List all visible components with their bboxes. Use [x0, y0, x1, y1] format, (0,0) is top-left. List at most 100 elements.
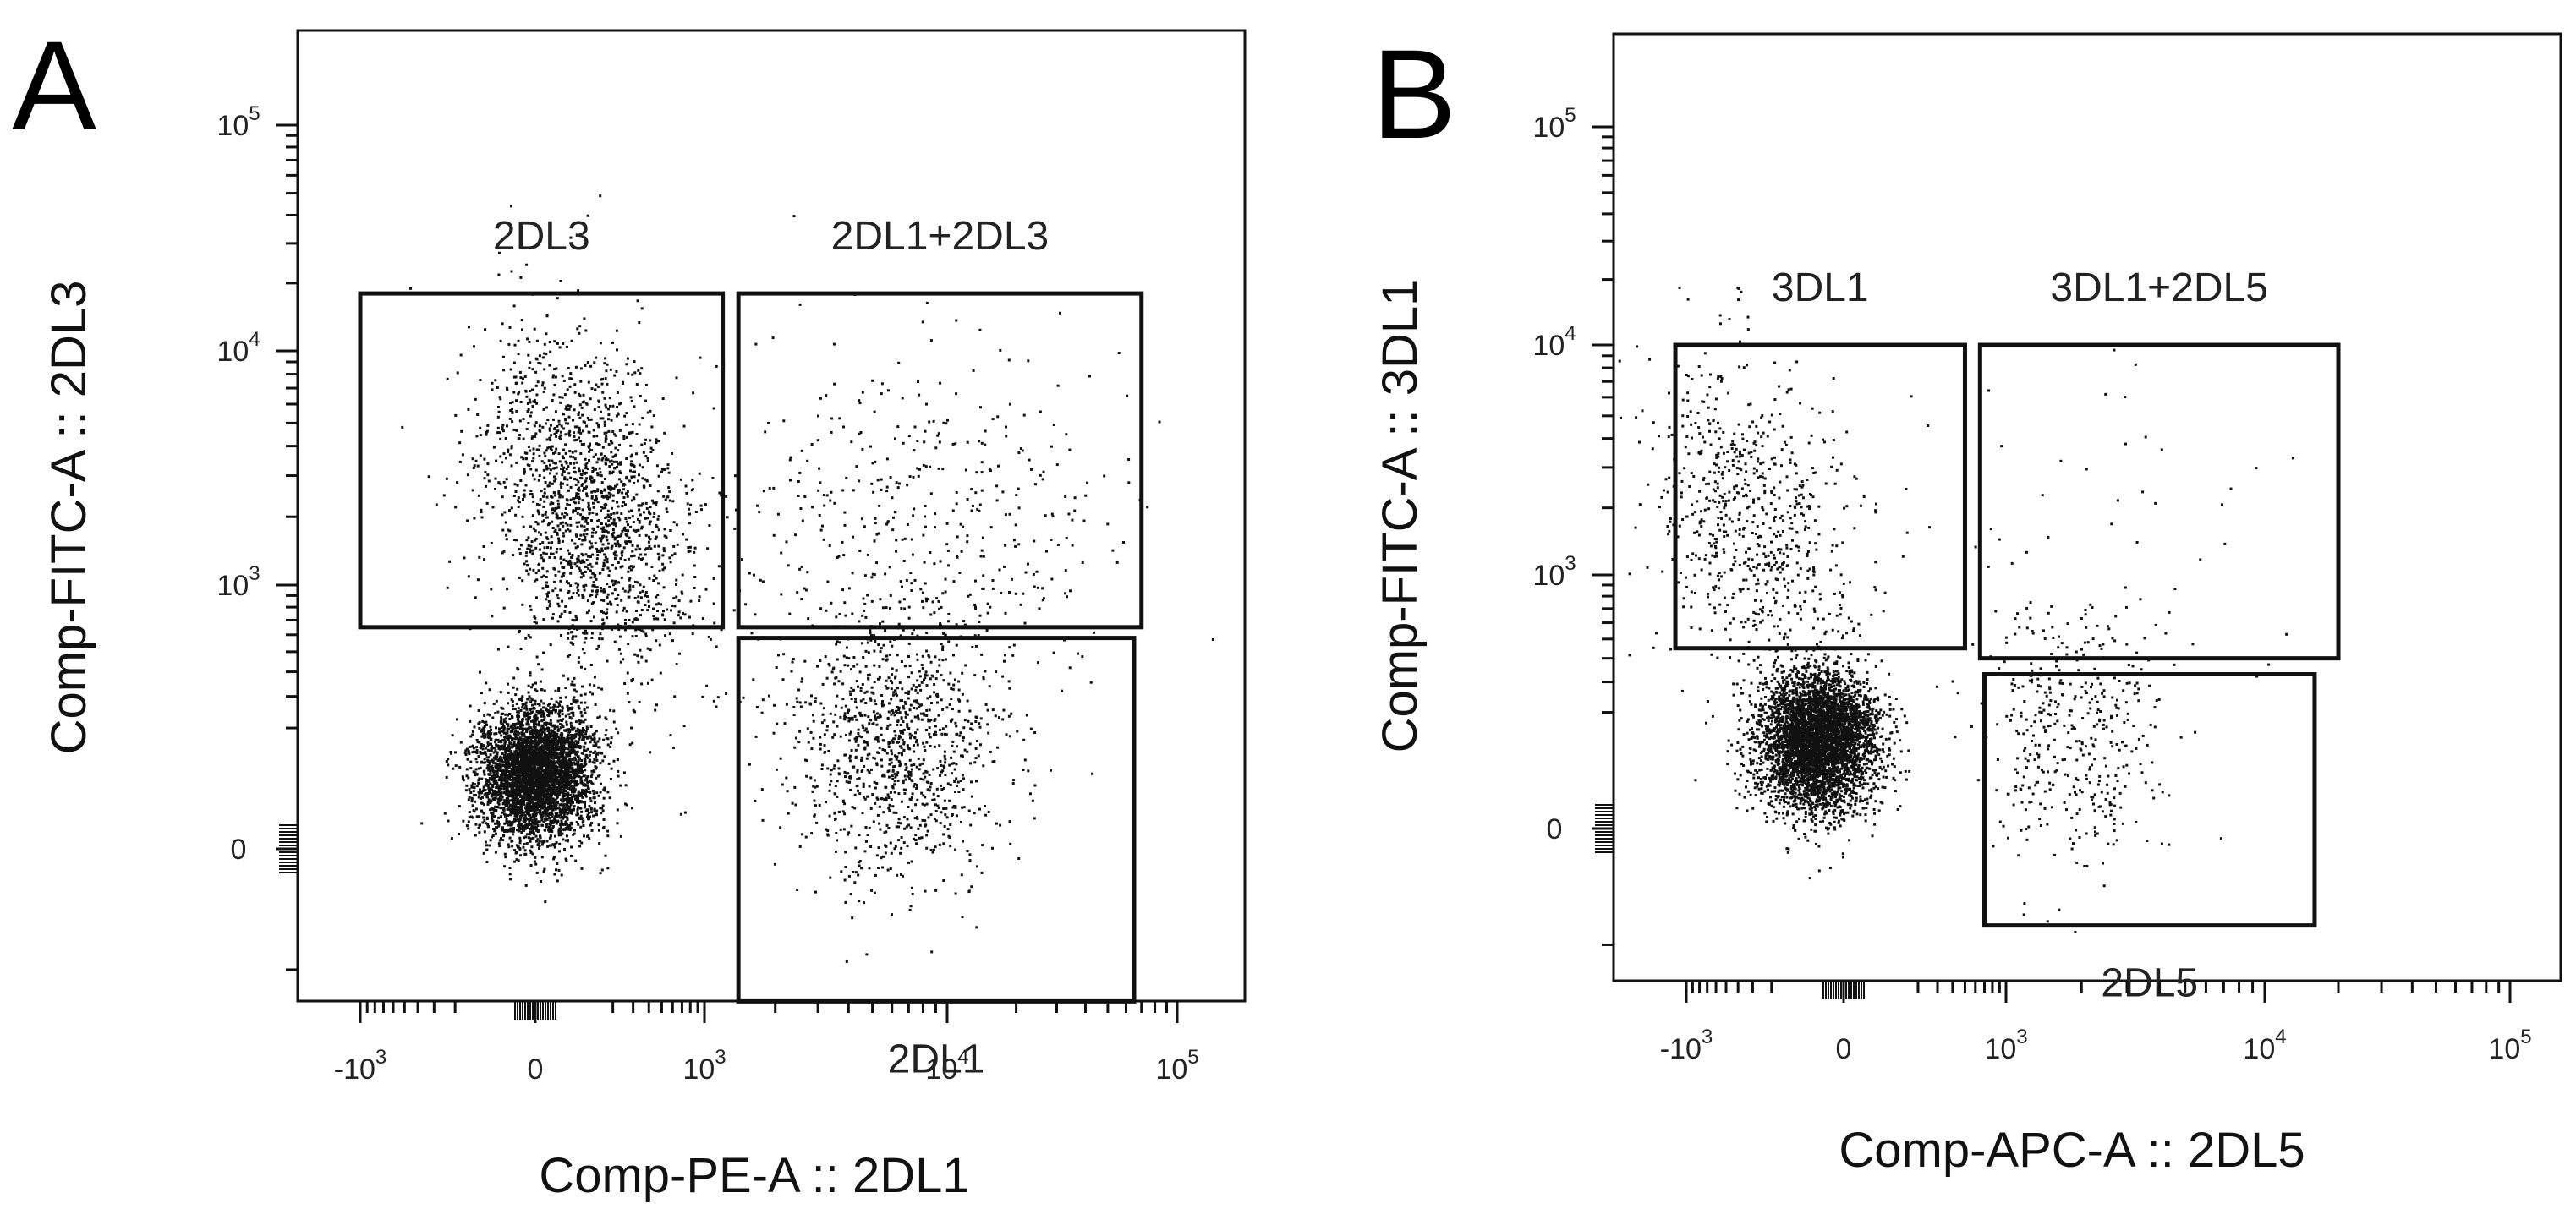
event-dot: [512, 811, 515, 814]
event-dot: [539, 803, 542, 807]
event-dot: [525, 718, 529, 721]
event-dot: [595, 422, 599, 425]
event-dot: [481, 747, 485, 751]
event-dot: [515, 752, 518, 755]
event-dot: [577, 730, 580, 734]
event-dot: [539, 755, 542, 758]
event-dot: [462, 779, 465, 782]
event-dot: [579, 513, 583, 517]
event-dot: [538, 424, 541, 428]
event-dot: [494, 379, 497, 382]
event-dot: [585, 402, 589, 406]
event-dot: [518, 742, 522, 746]
event-dot: [602, 818, 606, 821]
event-dot: [497, 788, 501, 791]
event-dot: [610, 741, 612, 745]
event-dot: [567, 562, 570, 566]
event-dot: [529, 757, 532, 760]
event-dot: [672, 544, 676, 548]
event-dot: [466, 758, 469, 761]
event-dot: [578, 733, 581, 736]
event-dot: [584, 463, 588, 467]
event-dot: [570, 845, 573, 849]
event-dot: [579, 779, 583, 782]
event-dot: [540, 823, 544, 827]
event-dot: [610, 451, 613, 454]
event-dot: [586, 416, 589, 419]
event-dot: [577, 806, 579, 809]
event-dot: [567, 708, 570, 712]
event-dot: [500, 716, 503, 719]
event-dot: [578, 768, 582, 770]
event-dot: [579, 693, 583, 697]
event-dot: [534, 740, 538, 742]
event-dot: [597, 746, 600, 749]
event-dot: [528, 774, 531, 778]
event-dot: [583, 588, 586, 592]
event-dot: [553, 724, 556, 727]
event-dot: [506, 729, 509, 732]
event-dot: [580, 729, 583, 732]
event-dot: [518, 698, 521, 701]
event-dot: [474, 794, 478, 797]
event-dot: [540, 749, 544, 752]
event-dot: [513, 771, 517, 774]
event-dot: [593, 758, 596, 762]
event-dot: [654, 708, 657, 712]
event-dot: [556, 791, 560, 794]
event-dot: [557, 806, 561, 809]
event-dot: [560, 873, 563, 877]
event-dot: [544, 775, 547, 779]
event-dot: [506, 830, 509, 833]
event-dot: [459, 741, 463, 744]
event-dot: [672, 621, 676, 625]
event-dot: [519, 806, 523, 809]
event-dot: [565, 777, 568, 780]
event-dot: [574, 730, 578, 733]
event-dot: [509, 736, 512, 740]
event-dot: [542, 468, 545, 472]
event-dot: [517, 353, 520, 356]
event-dot: [507, 725, 510, 728]
event-dot: [541, 727, 545, 730]
event-dot: [518, 760, 522, 763]
event-dot: [520, 799, 523, 801]
event-dot: [518, 800, 522, 803]
event-dot: [698, 599, 701, 602]
event-dot: [508, 764, 512, 768]
event-dot: [495, 459, 498, 462]
event-dot: [577, 791, 580, 795]
event-dot: [590, 594, 594, 596]
event-dot: [468, 788, 471, 791]
event-dot: [589, 807, 593, 811]
event-dot: [662, 550, 666, 553]
event-dot: [512, 752, 515, 756]
event-dot: [565, 834, 568, 838]
event-dot: [521, 741, 524, 745]
event-dot: [483, 803, 485, 807]
event-dot: [663, 528, 666, 531]
event-dot: [584, 795, 588, 798]
event-dot: [513, 814, 517, 818]
event-dot: [592, 601, 595, 605]
event-dot: [549, 771, 552, 774]
event-dot: [575, 741, 578, 745]
event-dot: [538, 758, 540, 761]
event-dot: [488, 714, 491, 717]
event-dot: [567, 632, 570, 635]
event-dot: [493, 793, 496, 796]
event-dot: [515, 461, 518, 464]
event-dot: [589, 562, 592, 566]
event-dot: [648, 605, 650, 608]
event-dot: [517, 758, 520, 761]
event-dot: [515, 702, 518, 705]
event-dot: [524, 777, 528, 780]
event-dot: [604, 854, 607, 857]
event-dot: [567, 589, 571, 593]
event-dot: [521, 786, 524, 790]
event-dot: [527, 544, 530, 547]
event-dot: [547, 747, 551, 750]
event-dot: [536, 723, 540, 726]
event-dot: [570, 799, 573, 802]
event-dot: [547, 787, 551, 791]
